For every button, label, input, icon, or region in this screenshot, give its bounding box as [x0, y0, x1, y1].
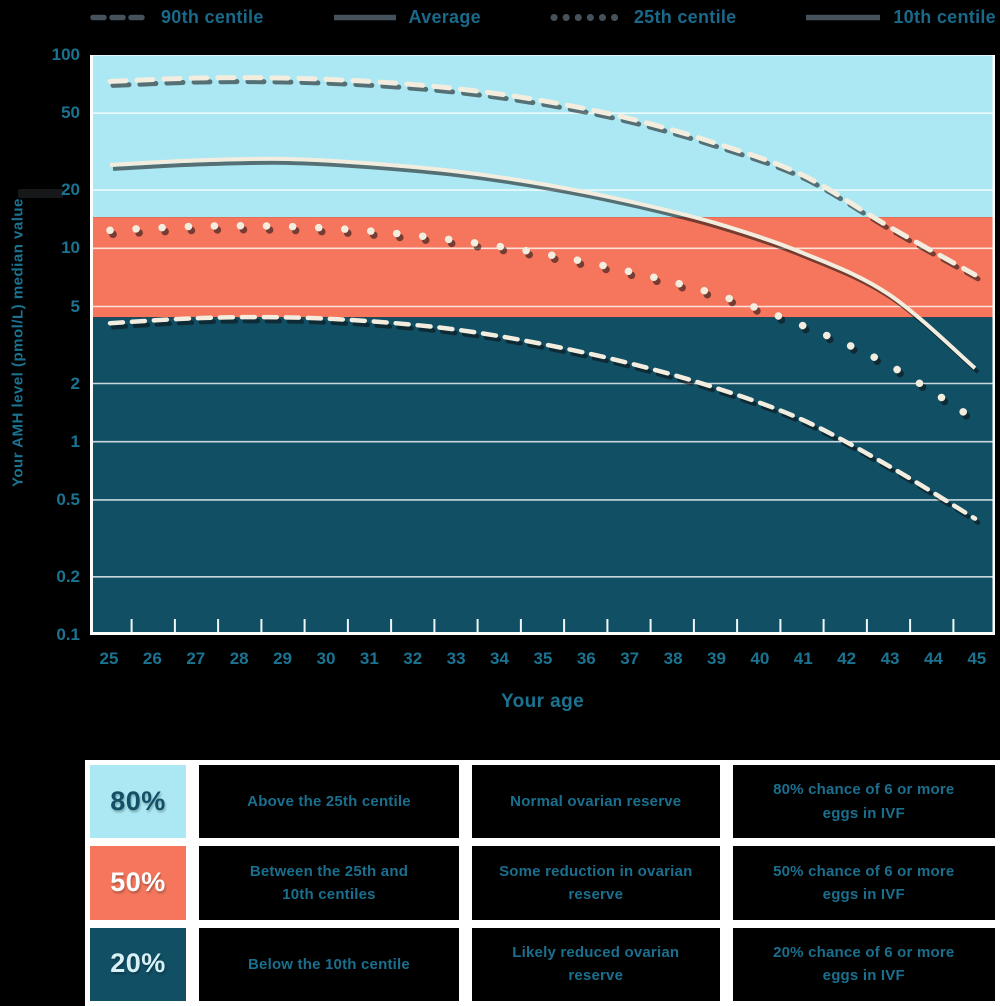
table-percent-cell-20: 20%: [90, 927, 186, 1001]
legend-label-average: Average: [408, 6, 481, 27]
x-tick-label: 41: [793, 649, 813, 668]
right-edge-line: [992, 55, 995, 635]
band-50-percent-zone: [90, 217, 995, 318]
table-reserve-cell-row3: Likely reduced ovarian reserve: [471, 927, 720, 1001]
dotted-line-icon: [550, 13, 623, 21]
legend-label-10th-centile: 10th centile: [893, 6, 996, 27]
x-axis-title: Your age: [500, 691, 585, 712]
y-tick-label: 0.2: [56, 566, 80, 586]
y-tick-label: 5: [70, 296, 80, 316]
y-tick-label: 100: [51, 45, 80, 64]
curve-average: [109, 156, 977, 370]
table-centile-cell-row2: Between the 25th and 10th centiles: [199, 846, 459, 920]
x-tick-label: 28: [229, 649, 249, 668]
table-ivf-cell-row2: 50% chance of 6 or more eggs in IVF: [732, 846, 995, 920]
x-tick-label: 42: [837, 649, 857, 668]
axis-dash-mark: [18, 189, 63, 198]
x-tick-label: 44: [923, 649, 943, 668]
table-centile-text-row3: Below the 10th centile: [248, 955, 410, 973]
percentile-zone-table: 80% Above the 25th centile Normal ovaria…: [85, 760, 1000, 1006]
table-ivf-cell-row1: 80% chance of 6 or more eggs in IVF: [732, 765, 995, 839]
legend-item-average: Average: [332, 7, 481, 28]
y-tick-label: 0.5: [56, 489, 80, 509]
x-tick-label: 43: [880, 649, 900, 668]
table-percent-cell-50: 50%: [90, 846, 186, 920]
legend-label-25th-centile: 25th centile: [633, 6, 737, 27]
y-axis-line: [90, 55, 93, 635]
x-tick-label: 45: [967, 649, 987, 668]
y-tick-label: 10: [61, 238, 80, 258]
table-centile-text-row2: Between the 25th and 10th centiles: [249, 862, 409, 903]
chart-canvas: [90, 54, 995, 636]
table-reserve-cell-row2: Some reduction in ovarian reserve: [471, 846, 720, 920]
y-axis-tick-labels: 100 50 20 10 5 2 1 0.5 0.2 0.1: [36, 45, 82, 644]
table-ivf-cell-row3: 20% chance of 6 or more eggs in IVF: [732, 927, 995, 1001]
chart-legend: 90th centile Average 25th centile 10th c…: [88, 3, 996, 31]
x-tick-label: 26: [142, 649, 162, 668]
x-tick-label: 34: [490, 649, 509, 668]
table-percent-cell-80: 80%: [90, 765, 186, 839]
y-tick-label: 50: [61, 103, 80, 123]
x-tick-label: 37: [620, 649, 640, 668]
table-centile-cell-row1: Above the 25th centile: [199, 765, 459, 839]
table-reserve-text-row2: Some reduction in ovarian reserve: [499, 862, 693, 903]
y-tick-label: 2: [70, 373, 80, 393]
x-tick-label: 31: [359, 649, 379, 668]
x-tick-label: 38: [663, 649, 683, 668]
y-tick-label: 20: [61, 180, 80, 200]
table-reserve-text-row1: Normal ovarian reserve: [510, 793, 682, 811]
legend-item-90th-centile: 90th centile: [88, 7, 264, 28]
x-tick-label: 32: [403, 649, 423, 668]
x-tick-label: 39: [707, 649, 726, 668]
legend-label-90th-centile: 90th centile: [161, 6, 264, 27]
x-tick-label: 29: [273, 649, 293, 668]
dashed-line-icon: [90, 14, 149, 20]
table-ivf-text-row3: 20% chance of 6 or more eggs in IVF: [773, 944, 955, 985]
x-tick-label: 33: [446, 649, 466, 668]
plot-area: [90, 54, 995, 636]
table-centile-text-row1: Above the 25th centile: [247, 793, 411, 811]
table-reserve-text-row3: Likely reduced ovarian reserve: [512, 944, 680, 985]
x-axis-tick-labels: 25 26 27 28 29 30 31 32 33 34 35 36 37 38 39 40 41 42 43 44…: [97, 649, 989, 669]
table-centile-cell-row3: Below the 10th centile: [199, 927, 459, 1001]
solid-line-icon: [333, 14, 396, 20]
y-tick-label: 1: [70, 431, 80, 451]
x-tick-label: 36: [576, 649, 596, 668]
legend-item-10th-centile: 10th centile: [804, 7, 996, 28]
long-dash-line-icon: [806, 14, 881, 20]
y-tick-label: 0.1: [56, 625, 80, 644]
x-tick-label: 25: [99, 649, 119, 668]
band-20-percent-zone: [90, 317, 995, 635]
table-ivf-text-row2: 50% chance of 6 or more eggs in IVF: [773, 862, 955, 903]
curve-90th-centile: [107, 75, 978, 278]
legend-item-25th-centile: 25th centile: [549, 7, 737, 28]
table-ivf-text-row1: 80% chance of 6 or more eggs in IVF: [773, 781, 955, 822]
x-axis-line: [90, 632, 995, 635]
x-tick-label: 35: [533, 649, 553, 668]
x-tick-label: 27: [186, 649, 206, 668]
y-axis-title: Your AMH level (pmol/L) median value: [9, 198, 27, 488]
table-reserve-cell-row1: Normal ovarian reserve: [471, 765, 720, 839]
x-tick-label: 40: [750, 649, 770, 668]
x-tick-label: 30: [316, 649, 336, 668]
